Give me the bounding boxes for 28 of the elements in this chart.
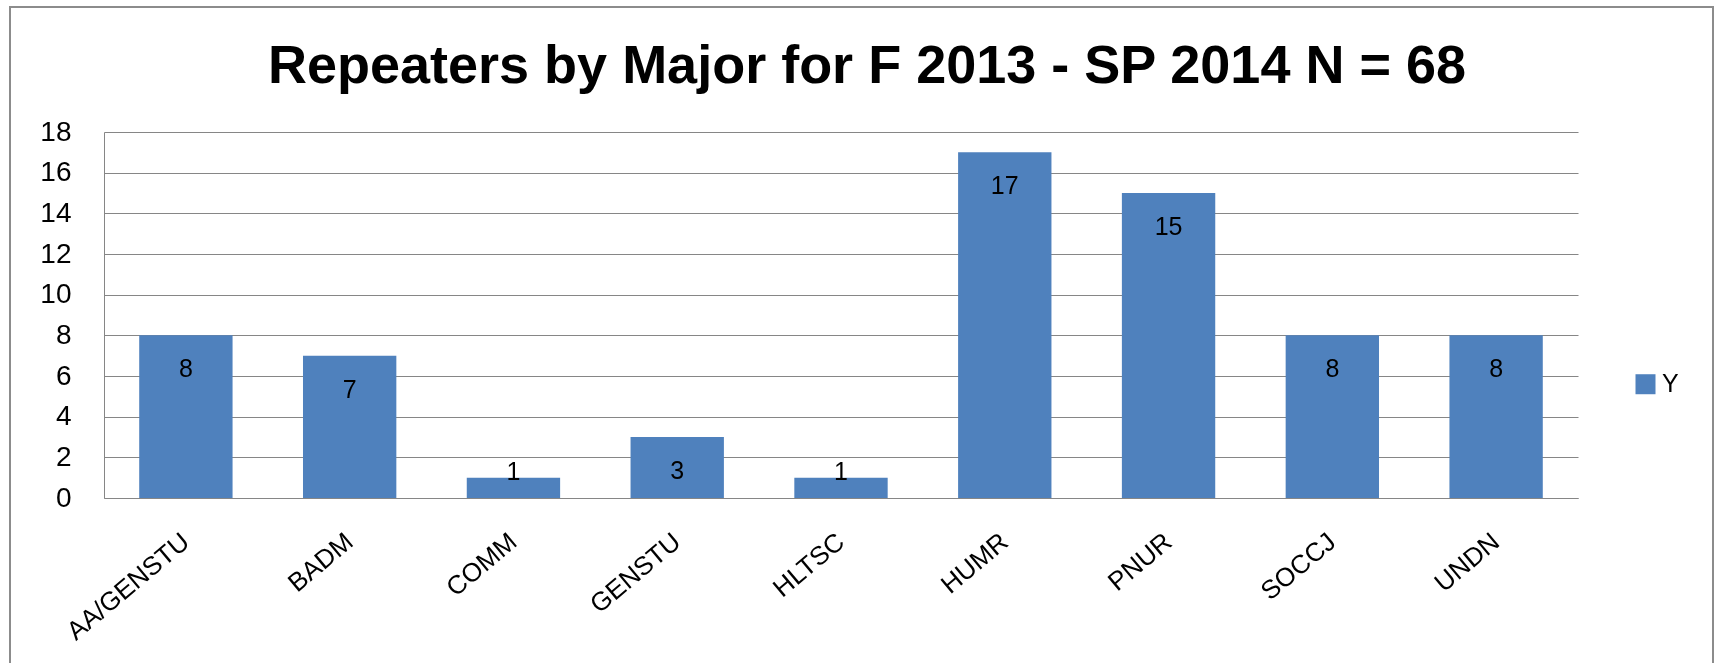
data-label: 1: [834, 456, 848, 485]
data-label: 8: [1489, 354, 1504, 383]
bar: [958, 152, 1052, 498]
bar: [139, 335, 233, 498]
y-tick-label: 12: [40, 237, 72, 269]
bar: [1121, 193, 1216, 498]
y-tick-label: 2: [55, 440, 72, 472]
y-tick-label: 14: [40, 196, 72, 228]
y-tick-label: 18: [40, 115, 72, 147]
bar: [1285, 335, 1380, 498]
bar: [302, 355, 397, 498]
y-tick-label: 16: [40, 156, 72, 188]
legend-label: Y: [1662, 369, 1679, 398]
data-label: 17: [990, 171, 1019, 200]
data-label: 8: [178, 354, 193, 383]
data-label: 1: [506, 456, 521, 485]
bar: [1449, 335, 1543, 498]
data-label: 15: [1154, 212, 1183, 240]
data-label: 3: [670, 456, 685, 484]
data-label: 7: [342, 374, 357, 403]
data-label: 8: [1325, 354, 1340, 383]
y-tick-label: 8: [55, 318, 72, 350]
bar: [630, 437, 724, 498]
y-tick-label: 4: [55, 400, 72, 432]
y-tick-label: 10: [40, 278, 72, 310]
chart-title: Repeaters by Major for F 2013 - SP 2014 N = 68: [267, 34, 1467, 94]
y-tick-label: 0: [55, 481, 72, 513]
y-tick-label: 6: [55, 359, 72, 391]
